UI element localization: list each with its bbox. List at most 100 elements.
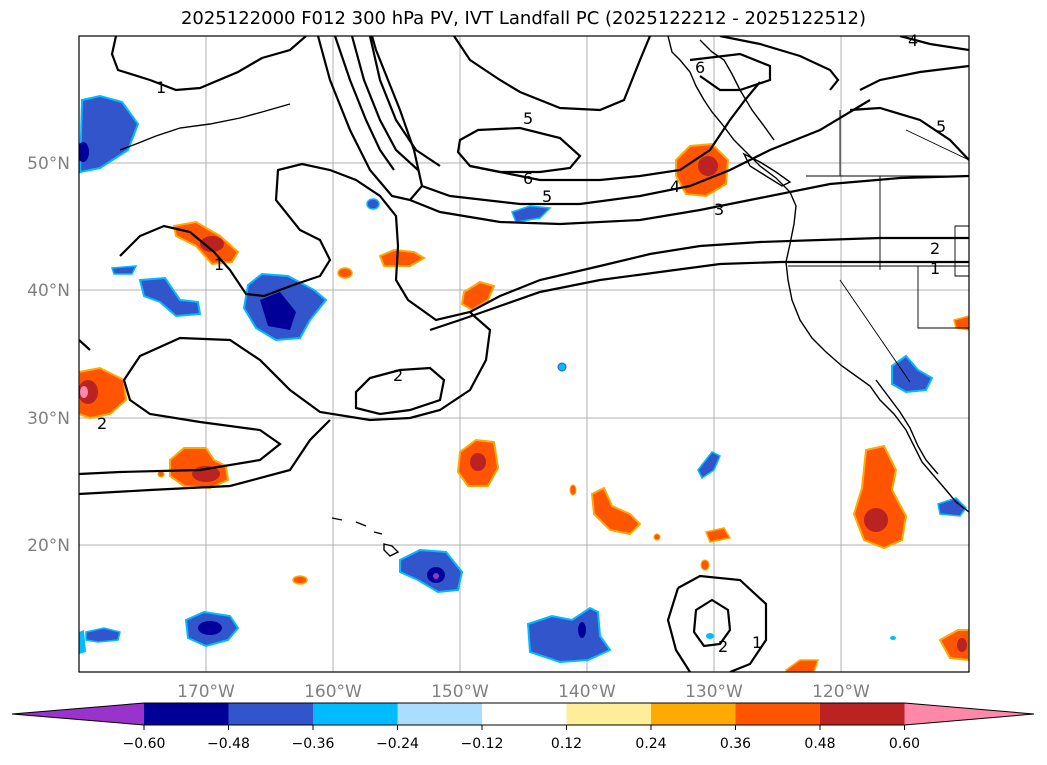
contour-label: 4	[908, 31, 918, 50]
pv-anomaly-core	[198, 621, 222, 635]
pv-anomaly-positive	[378, 248, 426, 267]
lon-label: 140°W	[558, 682, 616, 702]
plot-title: 2025122000 F012 300 hPa PV, IVT Landfall…	[180, 8, 867, 29]
contour-line	[666, 587, 691, 672]
contour-label: 1	[214, 255, 224, 274]
coastline-baja	[875, 379, 939, 475]
pv-anomaly-negative	[79, 94, 140, 174]
contour-line	[110, 36, 307, 92]
pv-anomaly-core	[79, 142, 89, 162]
pv-anomaly-peak	[80, 386, 88, 398]
pv-negative-anomalies	[79, 94, 967, 664]
lon-label: 130°W	[685, 682, 743, 702]
pv-anomaly-positive	[704, 527, 732, 543]
lat-label: 20°N	[27, 536, 70, 556]
pv-anomaly-core	[698, 156, 718, 176]
contour-line	[368, 36, 441, 167]
pv-anomaly-positive	[460, 280, 496, 312]
contour-line	[354, 366, 446, 416]
contour-line	[79, 311, 492, 476]
pv-anomaly-core	[957, 638, 967, 652]
pv-anomaly-positive	[785, 659, 820, 672]
contour-label: 2	[930, 239, 940, 258]
pv-anomaly-negative	[511, 205, 552, 223]
lat-label: 30°N	[27, 409, 70, 429]
contour-label: 2	[97, 414, 107, 433]
colorbar-segment	[313, 703, 398, 725]
colorbar-tick-label: 0.48	[804, 736, 835, 752]
lat-label: 40°N	[27, 281, 70, 301]
colorbar-segment	[144, 703, 229, 725]
pv-anomaly-positive	[953, 315, 969, 331]
coastline-aleutians	[119, 103, 291, 151]
colorbar-segment	[566, 703, 651, 725]
pv-anomaly-positive	[653, 533, 661, 541]
pv-anomaly-positive	[337, 267, 353, 279]
pv-anomaly-negative	[366, 198, 380, 210]
hawaii-islands	[331, 517, 400, 557]
lon-label: 120°W	[812, 682, 870, 702]
colorbar-tick-label: −0.24	[376, 736, 419, 752]
colorbar-segment	[651, 703, 736, 725]
pv-anomaly-negative	[891, 354, 934, 394]
colorbar-tick-label: 0.12	[551, 736, 582, 752]
pv-anomaly-positive	[938, 629, 969, 662]
contour-label: 2	[393, 366, 403, 385]
contour-label: 2	[718, 637, 728, 656]
colorbar-segment	[735, 703, 820, 725]
colorbar-tick-label: 0.36	[720, 736, 751, 752]
contour-line	[692, 598, 732, 648]
pv-anomaly-negative	[85, 627, 121, 643]
contour-label: 3	[714, 200, 724, 219]
pv-anomaly-core	[200, 236, 224, 252]
contour-line	[719, 36, 840, 91]
contour-line	[119, 162, 969, 322]
contour-line	[79, 339, 91, 351]
colorbar-ticks	[143, 725, 905, 730]
pv-anomaly-core	[578, 622, 586, 638]
contour-labels: 1 5 6 6 5 4 3 2 1 2 2 2 1 1 5 4	[97, 31, 946, 656]
colorbar-tick-label: 0.24	[635, 736, 666, 752]
pv-anomaly-core	[864, 508, 888, 532]
gridlines	[79, 36, 969, 672]
contour-line	[409, 174, 969, 226]
pv-anomaly-positive	[700, 559, 710, 571]
lon-label: 160°W	[304, 682, 362, 702]
contour-line	[429, 260, 969, 332]
lat-label: 50°N	[27, 154, 70, 174]
pv-anomaly-positive	[292, 575, 308, 585]
contour-line	[456, 126, 582, 174]
colorbar-tick-label: −0.60	[123, 736, 166, 752]
pv-anomaly-core	[470, 453, 486, 471]
colorbar-extend-low	[12, 703, 144, 725]
colorbar: −0.60 −0.48 −0.36 −0.24 −0.12 0.12 0.24 …	[11, 702, 1035, 752]
coastline-north-america	[667, 36, 969, 513]
lon-label: 170°W	[177, 682, 235, 702]
pv-anomaly-negative	[79, 630, 86, 654]
contour-line	[333, 36, 395, 171]
pv-anomaly-negative	[526, 606, 612, 664]
pv-anomaly-positive	[852, 444, 908, 550]
contour-label: 6	[695, 58, 705, 77]
colorbar-segment	[228, 703, 313, 725]
contour-label: 6	[523, 169, 533, 188]
contour-line	[689, 52, 772, 92]
contour-line	[859, 64, 969, 91]
lon-label: 150°W	[431, 682, 489, 702]
pv-anomaly-negative	[697, 451, 721, 480]
colorbar-tick-label: −0.12	[461, 736, 504, 752]
colorbar-tick-label: 0.60	[889, 736, 920, 752]
colorbar-extend-high	[904, 703, 1034, 725]
pv-anomaly-negative	[110, 265, 138, 275]
map-frame	[78, 35, 970, 673]
coastline-islands	[699, 39, 775, 141]
pv-anomaly-positive	[590, 486, 642, 536]
colorbar-segment	[397, 703, 482, 725]
pv-anomaly-negative	[138, 276, 202, 318]
pv-anomaly-positive	[569, 484, 577, 496]
borders	[788, 110, 969, 383]
contour-label: 5	[523, 109, 533, 128]
colorbar-segment	[820, 703, 905, 725]
pv-anomaly-core	[79, 380, 98, 404]
